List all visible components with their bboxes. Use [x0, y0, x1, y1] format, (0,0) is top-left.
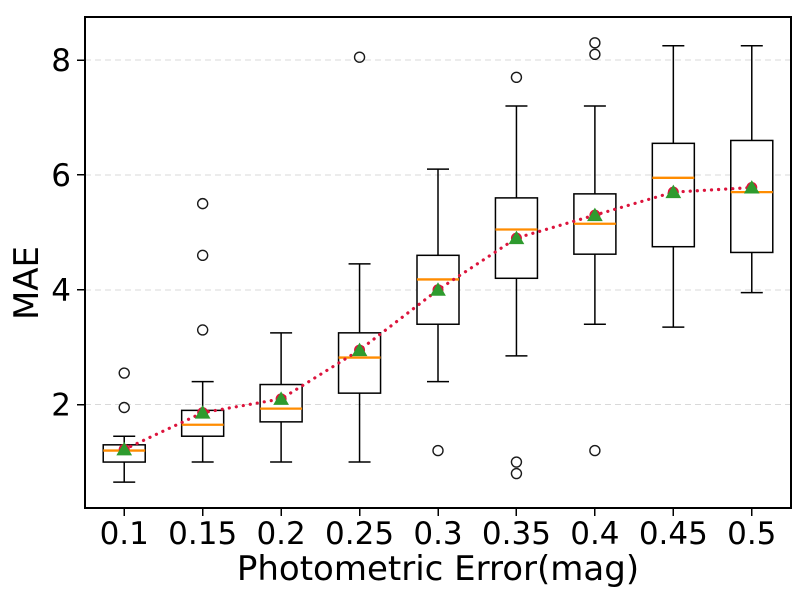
- x-tick-label-0.1: 0.1: [100, 516, 149, 552]
- outlier-point: [196, 249, 209, 262]
- y-tick-label-2: 2: [51, 388, 71, 424]
- mean-triangle: [116, 441, 133, 456]
- y-tick-label-6: 6: [51, 158, 71, 194]
- mean-marker-0.25: [351, 342, 368, 357]
- x-tick-label-0.2: 0.2: [256, 516, 305, 552]
- x-tick-label-0.15: 0.15: [168, 516, 237, 552]
- outlier-point: [589, 37, 601, 49]
- mean-marker-0.35: [508, 230, 525, 245]
- outlier-point: [510, 456, 523, 468]
- outlier-point: [353, 51, 366, 63]
- plot-layer: 2 4 6 8 0.1 0.15 0.2 0.25 0.3 0.35 0.4 0.45 0.5: [51, 16, 792, 552]
- mean-marker-0.1: [116, 441, 133, 456]
- mean-marker-0.45: [665, 184, 682, 199]
- outlier-point: [510, 467, 523, 480]
- mean-triangle: [430, 282, 446, 296]
- iqr-box: [337, 332, 382, 394]
- mean-triangle: [508, 230, 525, 245]
- outlier-point: [589, 48, 601, 61]
- iqr-box: [730, 139, 774, 254]
- x-axis-title: Photometric Error(mag): [237, 549, 639, 589]
- x-tick-label-0.4: 0.4: [570, 516, 619, 552]
- y-tick-label-8: 8: [51, 43, 71, 79]
- x-tick-label-0.5: 0.5: [727, 516, 776, 552]
- box-group-0.4: [573, 37, 617, 457]
- box-group-0.5: [730, 44, 774, 294]
- outlier-point: [118, 367, 130, 379]
- mean-triangle: [743, 180, 760, 194]
- outlier-point: [510, 71, 523, 83]
- mean-marker-0.4: [587, 207, 603, 222]
- mean-marker-0.5: [743, 180, 760, 194]
- y-tick-label-4: 4: [51, 273, 71, 309]
- mean-marker-0.15: [194, 405, 211, 419]
- mean-triangle: [194, 405, 211, 419]
- mean-trend-line: [122, 185, 754, 452]
- outlier-point: [432, 444, 444, 457]
- mean-triangle: [351, 342, 368, 357]
- outlier-point: [196, 197, 209, 210]
- mean-marker-0.2: [273, 391, 289, 405]
- mean-triangle: [273, 391, 289, 405]
- outlier-point: [196, 324, 209, 336]
- x-tick-label-0.45: 0.45: [639, 516, 708, 552]
- outlier-point: [118, 401, 130, 414]
- mean-marker-0.3: [430, 282, 446, 296]
- x-tick-label-0.35: 0.35: [482, 516, 551, 552]
- y-axis-title: MAE: [7, 246, 47, 320]
- mean-triangle: [587, 207, 603, 222]
- mean-triangle: [665, 184, 682, 199]
- x-tick-label-0.3: 0.3: [413, 516, 462, 552]
- x-tick-label-0.25: 0.25: [325, 516, 394, 552]
- box-group-0.2: [259, 332, 303, 463]
- outlier-point: [589, 444, 601, 457]
